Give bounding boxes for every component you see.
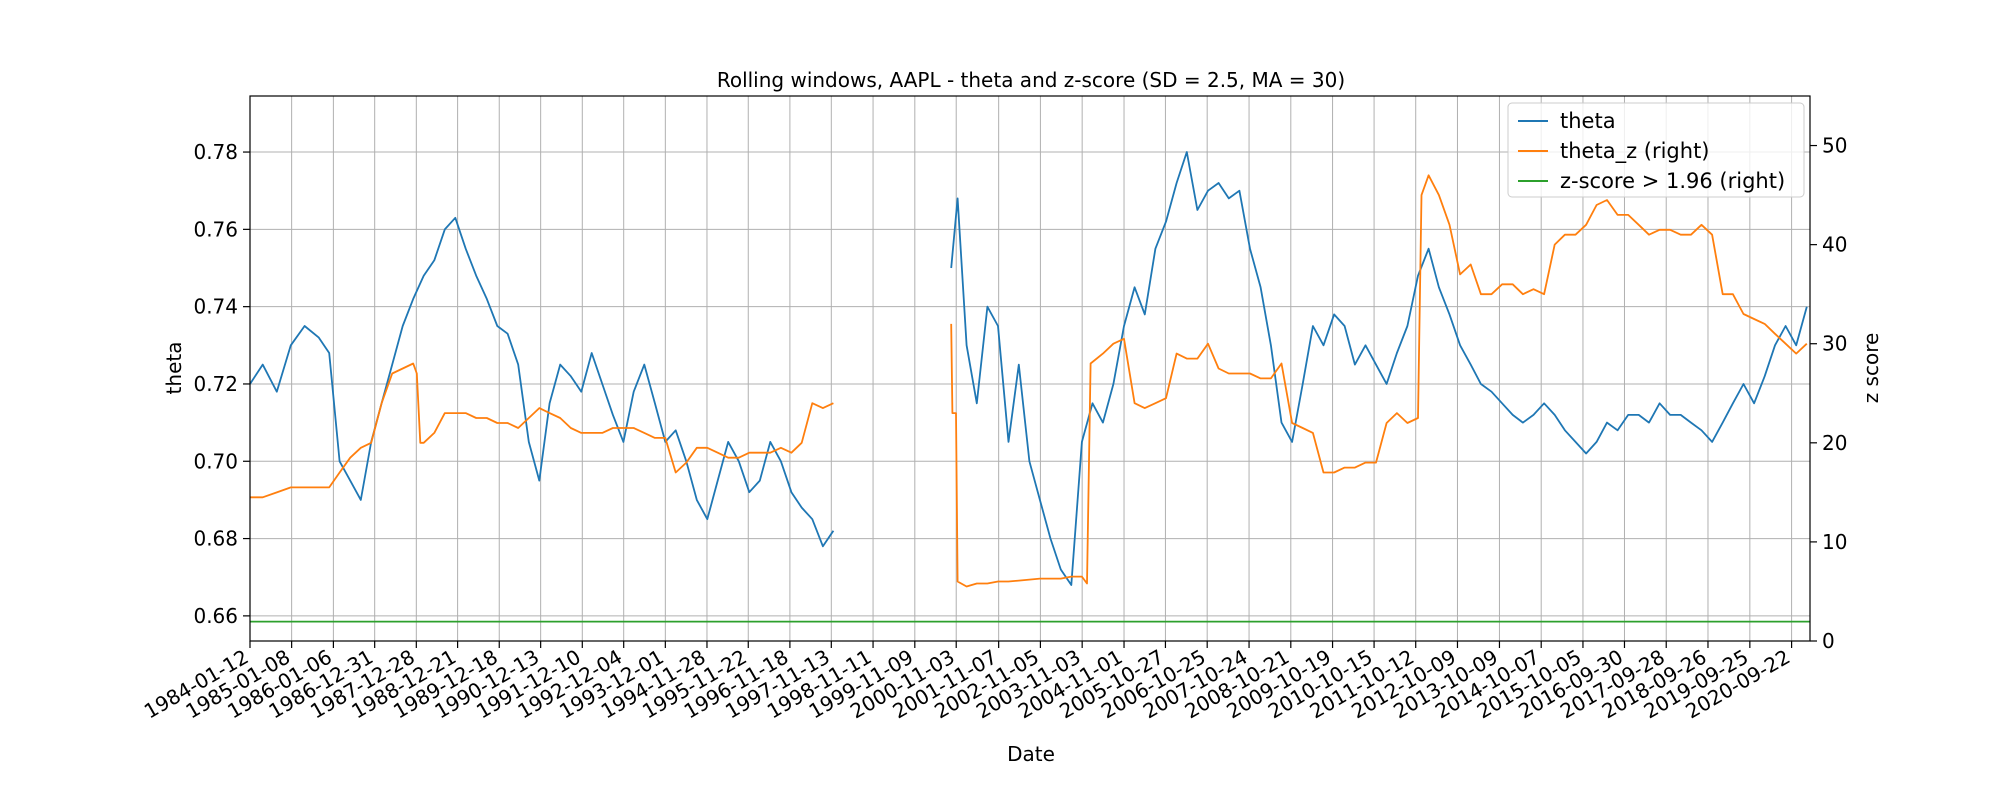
legend-label: theta [1560,109,1616,133]
y-axis-label-right: z score [1859,333,1883,404]
right-tick-label: 50 [1822,134,1847,158]
legend: theta theta_z (right) z-score > 1.96 (righ… [1507,102,1805,198]
x-grid [249,96,1793,641]
legend-box [1507,102,1805,198]
left-tick-label: 0.68 [193,527,238,551]
right-tick-label: 30 [1822,332,1847,356]
x-axis: 1984-01-121985-01-081986-01-061986-12-31… [140,641,1794,723]
right-tick-label: 40 [1822,233,1847,257]
right-tick-label: 10 [1822,530,1847,554]
left-tick-label: 0.78 [193,140,238,164]
series-1 [250,174,1808,588]
y-axis-label-left: theta [162,342,186,395]
series-line [250,362,834,499]
right-axis: 0 10 20 30 40 50 [1810,134,1847,653]
series-line [950,174,1808,588]
series-layer [249,151,1810,623]
left-tick-label: 0.74 [193,295,238,319]
x-axis-label: Date [1007,742,1055,766]
left-tick-label: 0.76 [193,217,238,241]
left-tick-label: 0.72 [193,372,238,396]
plot-frame [249,95,1811,642]
right-tick-label: 0 [1822,629,1835,653]
left-axis: 0.66 0.68 0.70 0.72 0.74 0.76 0.78 [193,140,250,628]
left-tick-label: 0.66 [193,604,238,628]
series-line [249,216,835,548]
left-tick-label: 0.70 [193,449,238,473]
right-tick-label: 20 [1822,431,1847,455]
legend-label: theta_z (right) [1560,139,1710,164]
legend-label: z-score > 1.96 (right) [1560,169,1785,193]
chart-title: Rolling windows, AAPL - theta and z-scor… [717,68,1345,92]
